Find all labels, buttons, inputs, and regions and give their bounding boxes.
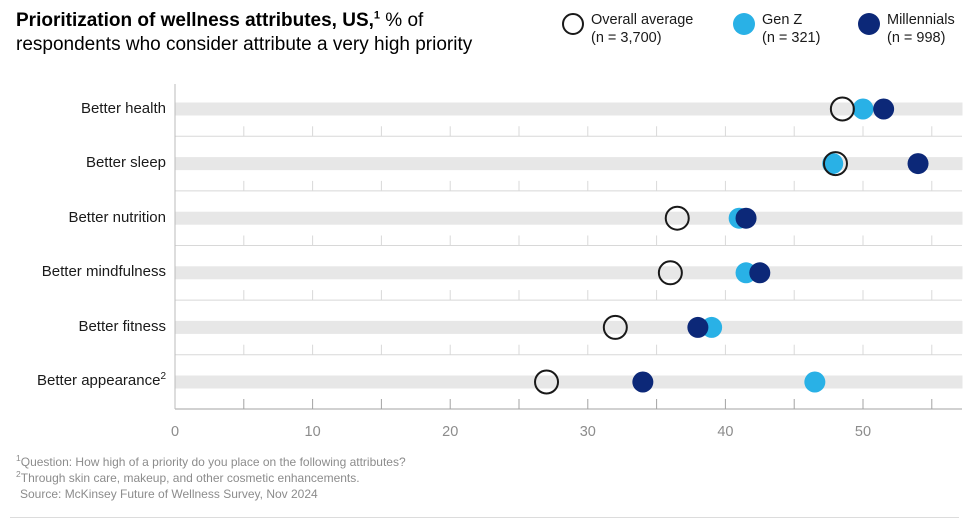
dot-overall-average-better-appearance [534,369,560,395]
dot-millennials-better-fitness [687,316,709,338]
dot-overall-average-better-health [829,96,855,122]
legend-label-millennials: Millennials [887,12,955,28]
open-circle-icon [562,13,584,35]
dot-overall-average-better-fitness [602,314,628,340]
chart-title-rest: % of [380,10,424,31]
dot-millennials-better-mindfulness [749,262,771,284]
title-footnote-ref: 1 [373,9,381,22]
legend-n-overall: (n = 3,700) [591,29,662,46]
row-track-better-fitness [175,320,963,334]
legend-item-overall-average: Overall average (n = 3,700) [562,12,693,47]
bottom-divider [10,517,959,518]
chart-title: Prioritization of wellness attributes, U… [16,9,472,57]
footnotes: 1Question: How high of a priority do you… [16,454,406,502]
x-tick-label-30: 30 [580,424,596,440]
row-label-better-nutrition: Better nutrition [68,209,166,226]
dot-millennials-better-appearance [632,371,654,393]
legend-n-genz: (n = 321) [762,29,821,46]
x-tick-label-50: 50 [855,424,871,440]
legend-label-overall: Overall average [591,12,694,28]
dot-gen-z-better-sleep [822,153,844,175]
row-label-better-fitness: Better fitness [78,318,166,335]
dot-millennials-better-health [873,98,895,120]
legend-item-gen-z: Gen Z (n = 321) [733,12,820,47]
x-tick-label-0: 0 [171,424,179,440]
row-label-better-appearance: Better appearance2 [37,371,166,390]
row-track-better-health [175,102,963,116]
millennials-dot-icon [858,13,880,35]
dot-millennials-better-nutrition [735,207,757,229]
x-tick-label-10: 10 [305,424,321,440]
appearance-footnote-ref: 2 [160,371,166,382]
dot-gen-z-better-health [852,98,874,120]
row-label-better-health: Better health [80,100,166,117]
legend-item-millennials: Millennials (n = 998) [858,12,955,47]
x-tick-label-40: 40 [717,424,733,440]
legend-n-millennials: (n = 998) [887,29,946,46]
dot-overall-average-better-sleep [822,151,848,177]
row-label-better-sleep: Better sleep [85,154,166,171]
genz-dot-icon [733,13,755,35]
row-track-better-appearance [175,375,963,389]
row-track-better-sleep [175,157,963,171]
dot-gen-z-better-appearance [804,371,826,393]
footnote-cosmetic: 2Through skin care, makeup, and other co… [16,469,360,485]
dot-overall-average-better-mindfulness [657,260,683,286]
row-track-better-nutrition [175,211,963,225]
footnote-question: 1Question: How high of a priority do you… [16,453,406,469]
dot-millennials-better-sleep [907,153,929,175]
chart-title-line1: Prioritization of wellness attributes, U… [16,9,472,33]
legend-label-genz: Gen Z [762,12,803,28]
x-tick-label-20: 20 [442,424,458,440]
row-track-better-mindfulness [175,266,963,280]
chart-title-bold: Prioritization of wellness attributes, U… [16,10,374,31]
row-label-better-mindfulness: Better mindfulness [41,263,166,280]
dot-overall-average-better-nutrition [664,205,690,231]
footnote-source: Source: McKinsey Future of Wellness Surv… [20,487,318,501]
chart-title-line2: respondents who consider attribute a ver… [16,34,473,55]
